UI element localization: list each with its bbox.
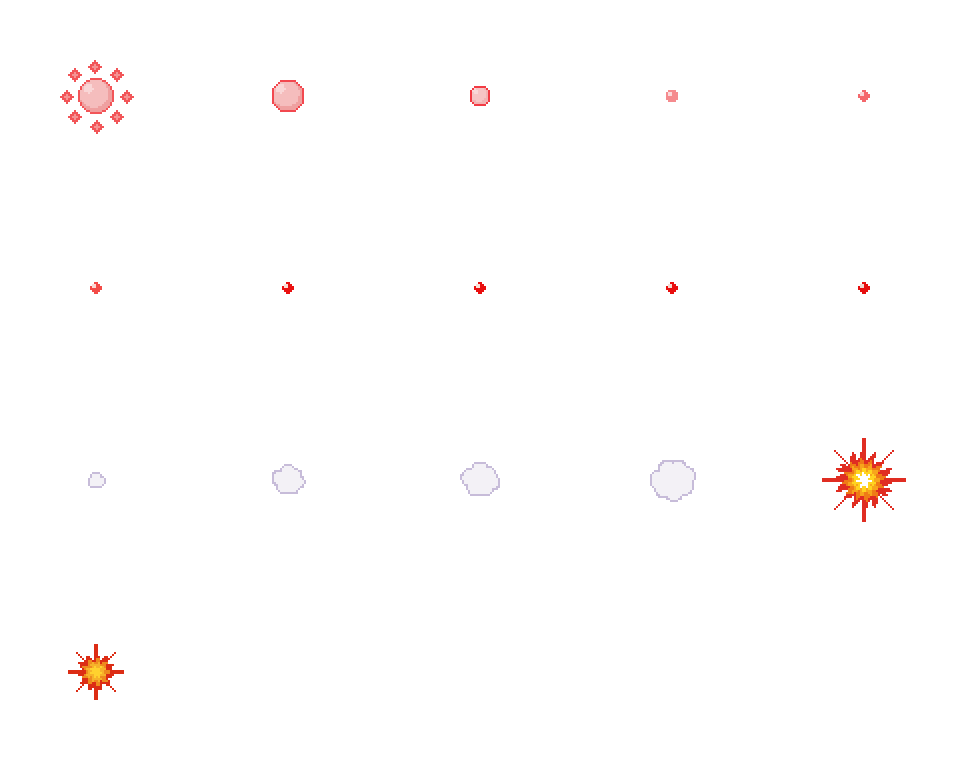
cell-bubble-tiny [768, 0, 960, 192]
cell-red-dot-1 [0, 192, 192, 384]
cell-bubble-medium [384, 0, 576, 192]
cell-explosion-large [768, 384, 960, 576]
cell-smoke-puff-2 [192, 384, 384, 576]
cell-red-dot-5 [768, 192, 960, 384]
explosion-small-sprite [62, 638, 130, 706]
cell-smoke-puff-4 [576, 384, 768, 576]
cell-orb-flare [0, 0, 192, 192]
smoke-puff-3-sprite [456, 456, 504, 504]
cell-red-dot-2 [192, 192, 384, 384]
cell-red-dot-3 [384, 192, 576, 384]
smoke-puff-1-sprite [84, 468, 108, 492]
red-dot-2-sprite [280, 280, 296, 296]
cell-explosion-small [0, 576, 192, 768]
red-dot-1-sprite [88, 280, 104, 296]
red-dot-5-sprite [856, 280, 872, 296]
bubble-tiny-sprite [856, 88, 872, 104]
cell-red-dot-4 [576, 192, 768, 384]
bubble-medium-sprite [464, 80, 496, 112]
red-dot-3-sprite [472, 280, 488, 296]
cell-smoke-puff-3 [384, 384, 576, 576]
bubble-large-sprite [266, 74, 310, 118]
bubble-small-sprite [662, 86, 682, 106]
smoke-puff-2-sprite [268, 460, 308, 500]
cell-bubble-large [192, 0, 384, 192]
orb-flare-sprite [56, 56, 136, 136]
cell-bubble-small [576, 0, 768, 192]
smoke-puff-4-sprite [644, 452, 700, 508]
explosion-large-sprite [818, 434, 910, 526]
red-dot-4-sprite [664, 280, 680, 296]
cell-smoke-puff-1 [0, 384, 192, 576]
